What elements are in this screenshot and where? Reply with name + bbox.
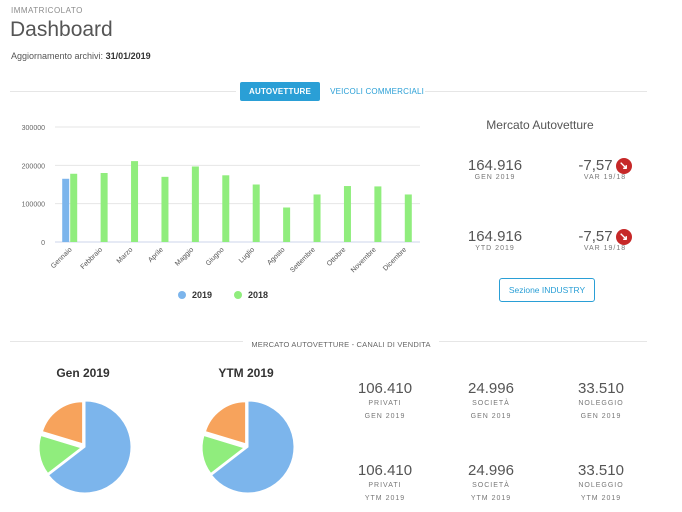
legend-dot-2018 xyxy=(234,291,243,299)
stat-value: 24.996 xyxy=(468,380,514,397)
arrow-down-right-icon: ↘ xyxy=(615,158,632,174)
market-ytd-value: 164.916 xyxy=(467,228,523,245)
x-tick-label: Luglio xyxy=(238,246,256,264)
market-ytd-change-block: -7,57 ↘ VAR 19/18 xyxy=(560,228,650,252)
stat-label: SOCIETÀ xyxy=(472,482,510,489)
stat-period: GEN 2019 xyxy=(364,413,406,420)
stat-period: YTM 2019 xyxy=(580,495,622,502)
stat-period: GEN 2019 xyxy=(470,413,512,420)
stat-period: YTM 2019 xyxy=(364,495,406,502)
bar-2018-luglio xyxy=(252,184,260,242)
bar-2018-aprile xyxy=(161,176,169,242)
market-gen-change-block: -7,57 ↘ VAR 19/18 xyxy=(560,157,650,181)
market-gen-change-label: VAR 19/18 xyxy=(583,174,627,181)
pie-slice-0 xyxy=(210,400,295,494)
stat-label: PRIVATI xyxy=(368,400,402,407)
x-tick-label: Ottobre xyxy=(326,246,348,268)
stat-societa-ytm: 24.996 SOCIETÀ YTM 2019 xyxy=(441,462,541,505)
chart-legend: 2019 2018 xyxy=(178,290,268,300)
industry-section-button[interactable]: Sezione INDUSTRY xyxy=(499,278,595,302)
vehicle-tabs: AUTOVETTURE VEICOLI COMMERCIALI xyxy=(240,82,434,101)
pie-chart-ytm xyxy=(201,400,295,494)
legend-label-2019: 2019 xyxy=(192,290,213,300)
stat-noleggio-gen: 33.510 NOLEGGIO GEN 2019 xyxy=(551,380,651,423)
stat-privati-gen: 106.410 PRIVATI GEN 2019 xyxy=(335,380,435,423)
pie-slice-2 xyxy=(41,401,84,445)
y-tick-label: 0 xyxy=(41,240,45,247)
stat-noleggio-ytm: 33.510 NOLEGGIO YTM 2019 xyxy=(551,462,651,505)
page-title: Dashboard xyxy=(10,18,113,41)
archive-update: Aggiornamento archivi: 31/01/2019 xyxy=(11,51,151,61)
x-tick-label: Maggio xyxy=(174,246,195,267)
bar-2018-agosto xyxy=(283,207,291,242)
y-tick-label: 300000 xyxy=(22,125,45,132)
tab-autovetture[interactable]: AUTOVETTURE xyxy=(240,82,321,101)
market-ytd-value-block: 164.916 YTD 2019 xyxy=(455,228,535,252)
legend-label-2018: 2018 xyxy=(248,290,269,300)
stat-label: NOLEGGIO xyxy=(578,482,624,489)
stat-value: 33.510 xyxy=(578,462,624,479)
pie-chart-gen xyxy=(38,400,132,494)
channels-section-label: MERCATO AUTOVETTURE - CANALI DI VENDITA xyxy=(0,334,682,352)
pie-slice-1 xyxy=(201,434,246,475)
bar-2018-settembre xyxy=(313,194,321,242)
stat-privati-ytm: 106.410 PRIVATI YTM 2019 xyxy=(335,462,435,505)
x-tick-label: Giugno xyxy=(205,246,226,267)
tab-veicoli-commerciali[interactable]: VEICOLI COMMERCIALI xyxy=(330,87,425,96)
x-tick-label: Settembre xyxy=(289,246,317,274)
market-gen-value: 164.916 xyxy=(467,157,523,174)
arrow-down-right-icon: ↘ xyxy=(615,229,632,245)
divider-left xyxy=(10,91,236,92)
pie-slice-2 xyxy=(204,401,247,445)
bar-2018-febbraio xyxy=(100,173,108,242)
market-ytd-change: -7,57 xyxy=(578,228,613,245)
market-gen-label: GEN 2019 xyxy=(474,174,516,181)
market-ytd-label: YTD 2019 xyxy=(475,245,515,252)
stat-value: 106.410 xyxy=(357,380,413,397)
bar-2018-dicembre xyxy=(404,194,412,242)
bar-2018-maggio xyxy=(191,166,199,242)
stat-value: 24.996 xyxy=(468,462,514,479)
page-overline: IMMATRICOLATO xyxy=(11,6,83,15)
x-tick-label: Aprile xyxy=(147,246,165,264)
stat-label: SOCIETÀ xyxy=(472,400,510,407)
x-tick-label: Dicembre xyxy=(382,246,408,272)
legend-item-2018[interactable]: 2018 xyxy=(234,290,268,300)
bar-2019-gennaio xyxy=(62,178,70,242)
pie-slice-0 xyxy=(47,400,132,494)
pie-title-ytm: YTM 2019 xyxy=(218,366,274,380)
market-gen-change: -7,57 xyxy=(578,157,613,174)
x-tick-label: Febbraio xyxy=(80,246,105,271)
divider-right xyxy=(425,91,647,92)
bar-2018-novembre xyxy=(374,186,382,242)
stat-value: 33.510 xyxy=(578,380,624,397)
pie-title-gen: Gen 2019 xyxy=(56,366,110,380)
stat-value: 106.410 xyxy=(357,462,413,479)
channels-section-label-text: MERCATO AUTOVETTURE - CANALI DI VENDITA xyxy=(243,340,439,349)
stat-period: GEN 2019 xyxy=(580,413,622,420)
bar-2018-giugno xyxy=(222,175,230,242)
pie-slice-1 xyxy=(38,434,83,475)
bar-2018-gennaio xyxy=(70,173,78,242)
y-tick-label: 200000 xyxy=(22,163,45,170)
x-tick-label: Novembre xyxy=(350,246,378,274)
stat-period: YTM 2019 xyxy=(470,495,512,502)
legend-item-2019[interactable]: 2019 xyxy=(178,290,212,300)
bar-2018-marzo xyxy=(131,161,139,242)
stat-societa-gen: 24.996 SOCIETÀ GEN 2019 xyxy=(441,380,541,423)
y-tick-label: 100000 xyxy=(22,202,45,209)
market-gen-value-block: 164.916 GEN 2019 xyxy=(455,157,535,181)
legend-dot-2019 xyxy=(178,291,186,299)
market-ytd-change-label: VAR 19/18 xyxy=(583,245,627,252)
market-panel-title: Mercato Autovetture xyxy=(486,118,594,132)
bar-2018-ottobre xyxy=(343,186,351,242)
stat-label: PRIVATI xyxy=(368,482,402,489)
registrations-bar-chart: 0 100000 200000 300000 Gennaio Febbraio Marzo A… xyxy=(22,125,420,274)
stat-label: NOLEGGIO xyxy=(578,400,624,407)
archive-update-date: 31/01/2019 xyxy=(105,51,151,61)
x-tick-label: Gennaio xyxy=(50,246,74,270)
x-tick-label: Agosto xyxy=(266,246,286,266)
x-tick-label: Marzo xyxy=(116,246,135,265)
archive-update-label: Aggiornamento archivi: xyxy=(11,51,104,61)
